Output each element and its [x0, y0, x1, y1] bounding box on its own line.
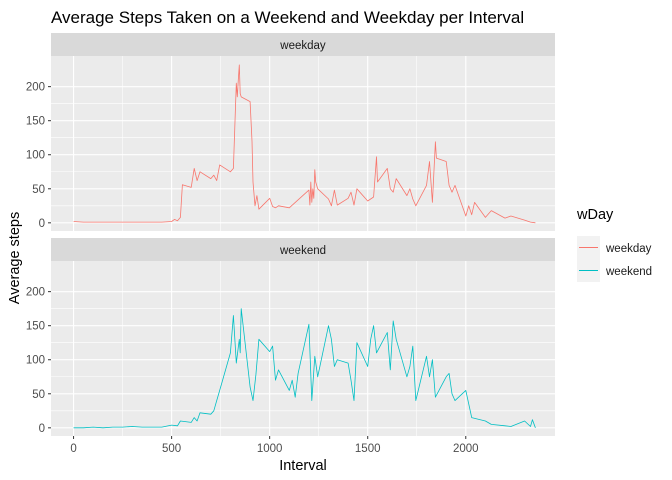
facet-strip-label: weekday — [279, 40, 326, 52]
series-line-weekend — [73, 308, 536, 429]
panel-background — [51, 261, 555, 436]
x-tick-label: 1500 — [355, 443, 381, 455]
y-axis-label: Average steps — [7, 212, 23, 304]
x-axis-label: Interval — [279, 458, 327, 474]
facet-strip — [51, 238, 555, 261]
legend-label: weekend — [605, 266, 652, 278]
series-line-weekday — [73, 64, 536, 224]
x-tick-label: 0 — [70, 443, 76, 455]
y-tick-label: 0 — [39, 423, 45, 435]
legend-label: weekday — [605, 243, 652, 255]
x-tick-label: 1000 — [257, 443, 283, 455]
panel-background — [51, 56, 555, 231]
panel-weekday: weekday 0 50 100 150 200 — [26, 33, 555, 231]
legend: wDay weekday weekend — [576, 207, 652, 282]
x-tick-label: 500 — [162, 443, 181, 455]
facet-strip-label: weekend — [279, 245, 326, 257]
legend-title: wDay — [576, 207, 614, 223]
y-tick-label: 100 — [26, 150, 45, 162]
y-tick-label: 100 — [26, 355, 45, 367]
y-tick-label: 150 — [26, 116, 45, 128]
panel-weekend: weekend 0 50 100 150 200 — [26, 238, 555, 436]
y-tick-label: 200 — [26, 287, 45, 299]
y-tick-label: 200 — [26, 82, 45, 94]
y-tick-label: 50 — [32, 389, 45, 401]
y-tick-label: 50 — [32, 184, 45, 196]
y-tick-label: 0 — [39, 218, 45, 230]
y-tick-label: 150 — [26, 321, 45, 333]
chart-title: Average Steps Taken on a Weekend and Wee… — [51, 8, 524, 27]
facet-strip — [51, 33, 555, 56]
x-tick-label: 2000 — [453, 443, 479, 455]
